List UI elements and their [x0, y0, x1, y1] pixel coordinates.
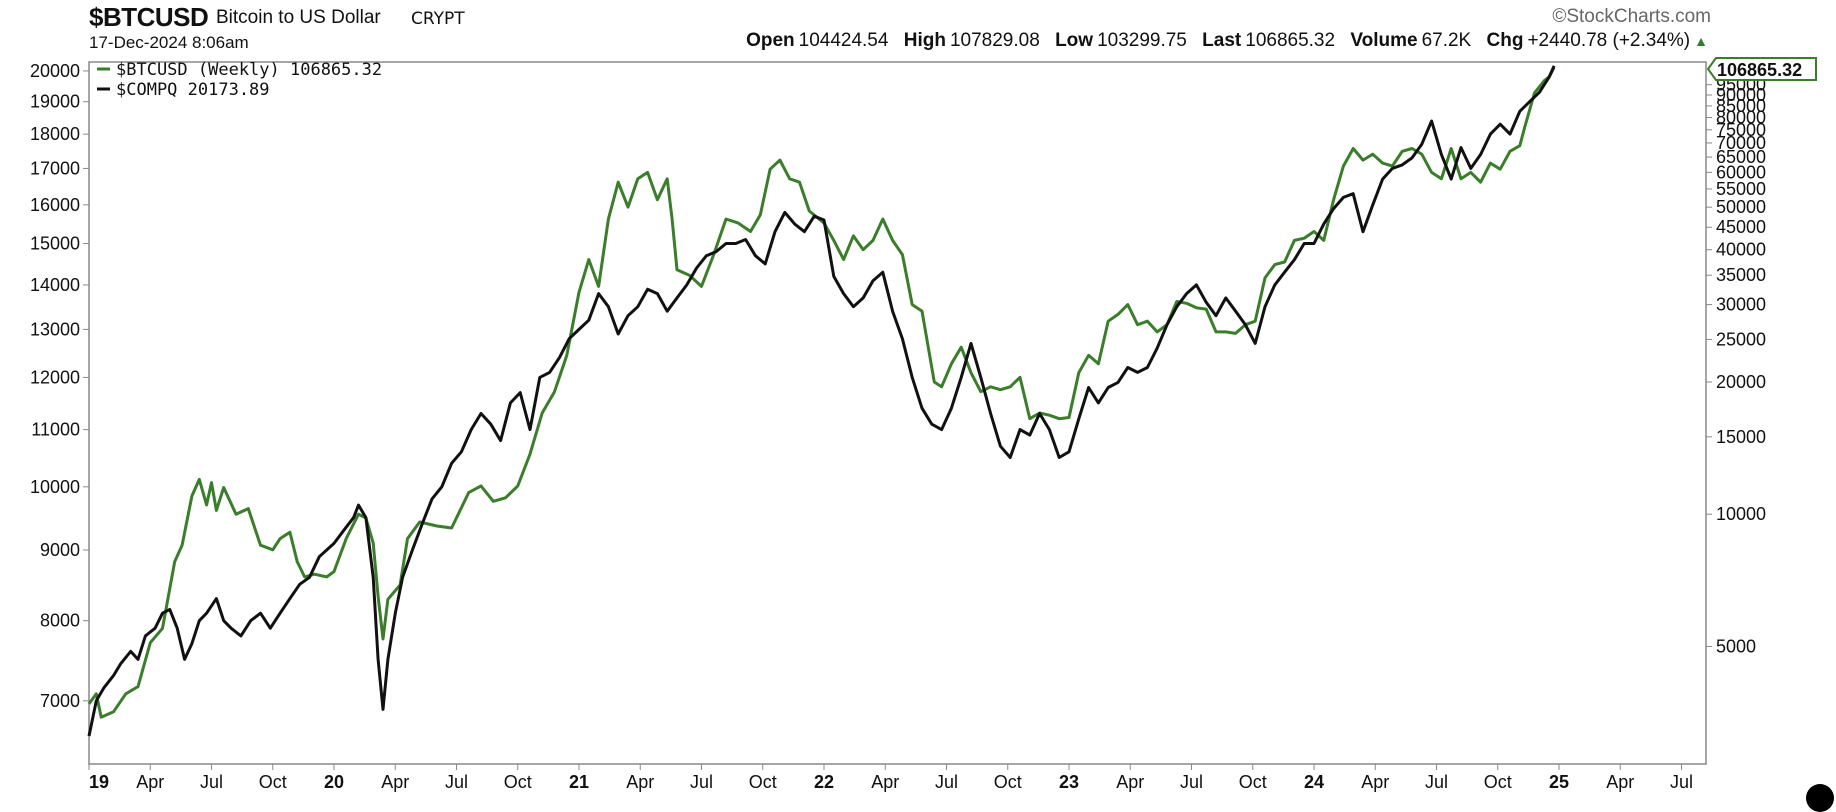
last-label: Last — [1202, 30, 1242, 51]
right-tick-label: 60000 — [1716, 162, 1766, 182]
left-tick-label: 16000 — [30, 195, 80, 215]
volume-label: Volume — [1350, 30, 1418, 51]
right-tick-label: 20000 — [1716, 372, 1766, 392]
x-tick-label: 23 — [1059, 772, 1079, 792]
plot-frame — [88, 61, 1707, 765]
last-price-tag-text: 106865.32 — [1717, 60, 1802, 80]
symbol-description: Bitcoin to US Dollar — [216, 7, 381, 28]
x-tick-label: 22 — [814, 772, 834, 792]
legend-compq: $COMPQ 20173.89 — [116, 80, 270, 100]
low-label: Low — [1055, 30, 1094, 51]
right-tick-label: 65000 — [1716, 147, 1766, 167]
quote-bar: Open 104424.54 High 107829.08 Low 103299.75… — [736, 30, 1708, 52]
x-tick-label: Jul — [1180, 772, 1203, 792]
x-tick-label: 24 — [1304, 772, 1324, 792]
left-tick-label: 10000 — [30, 477, 80, 497]
right-tick-label: 25000 — [1716, 329, 1766, 349]
left-tick-label: 8000 — [40, 611, 80, 631]
x-tick-label: 25 — [1549, 772, 1569, 792]
x-tick-label: Oct — [1484, 772, 1512, 792]
legend: $BTCUSD (Weekly) 106865.32 $COMPQ 20173.… — [97, 60, 382, 100]
brand-watermark[interactable]: ©StockCharts.com — [1552, 6, 1711, 27]
right-tick-label: 80000 — [1716, 107, 1766, 127]
chg-label: Chg — [1486, 30, 1524, 51]
right-tick-label: 35000 — [1716, 265, 1766, 285]
left-tick-label: 20000 — [30, 61, 80, 81]
series-lines — [87, 65, 1556, 737]
left-tick-label: 13000 — [30, 319, 80, 339]
exchange-label: CRYPT — [411, 9, 465, 29]
x-axis: 19 Apr Jul Oct 20 Apr Jul Oct 21 Apr Jul Oct 22 Apr Ju… — [88, 764, 1693, 792]
last-price-tag: 106865.32 — [1706, 57, 1817, 81]
legend-btc: $BTCUSD (Weekly) 106865.32 — [116, 60, 382, 80]
right-tick-label: 45000 — [1716, 217, 1766, 237]
right-tick-label: 70000 — [1716, 133, 1766, 153]
left-tick-label: 17000 — [30, 158, 80, 178]
symbol-title: $BTCUSD — [89, 2, 209, 32]
chart-date: 17-Dec-2024 8:06am — [89, 33, 249, 52]
right-tick-label: 15000 — [1716, 427, 1766, 447]
x-tick-label: Jul — [445, 772, 468, 792]
x-tick-label: Jul — [200, 772, 223, 792]
open-value: 104424.54 — [798, 30, 889, 51]
low-value: 103299.75 — [1097, 30, 1187, 51]
left-tick-label: 14000 — [30, 275, 80, 295]
right-tick-label: 30000 — [1716, 295, 1766, 315]
x-tick-label: Apr — [626, 772, 654, 792]
left-tick-label: 19000 — [30, 92, 80, 112]
last-price-tag-box — [1706, 57, 1817, 81]
dot-icon — [1806, 784, 1834, 812]
x-tick-label: Oct — [994, 772, 1022, 792]
left-tick-label: 9000 — [40, 540, 80, 560]
left-tick-label: 11000 — [31, 420, 80, 440]
series-line-btcusd — [87, 66, 1556, 719]
x-tick-label: Oct — [259, 772, 287, 792]
x-tick-label: Apr — [1606, 772, 1634, 792]
x-tick-label: Jul — [690, 772, 713, 792]
right-tick-label: 5000 — [1716, 636, 1756, 656]
x-tick-label: Apr — [871, 772, 899, 792]
x-tick-label: Jul — [1425, 772, 1448, 792]
right-tick-label: 10000 — [1716, 504, 1766, 524]
right-tick-label: 75000 — [1716, 120, 1766, 140]
chg-value: +2440.78 (+2.34%) — [1527, 30, 1691, 51]
series-line-compq — [87, 65, 1556, 737]
right-axis: 5000 10000 15000 20000 25000 30000 35000 40000 4… — [1706, 75, 1766, 656]
high-value: 107829.08 — [949, 30, 1040, 51]
volume-value: 67.2K — [1421, 30, 1472, 51]
open-label: Open — [746, 30, 795, 51]
right-tick-label: 55000 — [1716, 179, 1766, 199]
left-tick-label: 12000 — [30, 367, 80, 387]
x-tick-label: 19 — [89, 772, 109, 792]
left-tick-label: 15000 — [30, 234, 80, 254]
right-tick-label: 85000 — [1716, 96, 1766, 116]
high-label: High — [903, 30, 946, 51]
x-tick-label: Jul — [1670, 772, 1693, 792]
x-tick-label: Jul — [935, 772, 958, 792]
x-tick-label: 20 — [324, 772, 344, 792]
last-value: 106865.32 — [1245, 30, 1336, 51]
x-tick-label: Apr — [1361, 772, 1389, 792]
right-tick-label: 90000 — [1716, 85, 1766, 105]
x-tick-label: Oct — [1239, 772, 1267, 792]
left-tick-label: 7000 — [40, 691, 80, 711]
x-tick-label: Oct — [504, 772, 532, 792]
x-tick-label: 21 — [569, 772, 589, 792]
left-axis: 7000 8000 9000 10000 11000 12000 13000 14000 150… — [30, 61, 89, 711]
x-tick-label: Apr — [381, 772, 409, 792]
x-tick-label: Oct — [749, 772, 777, 792]
x-tick-label: Apr — [136, 772, 164, 792]
x-tick-label: Apr — [1116, 772, 1144, 792]
up-arrow-icon: ▲ — [1694, 33, 1708, 49]
left-tick-label: 18000 — [30, 124, 80, 144]
right-tick-label: 50000 — [1716, 197, 1766, 217]
right-tick-label: 40000 — [1716, 240, 1766, 260]
